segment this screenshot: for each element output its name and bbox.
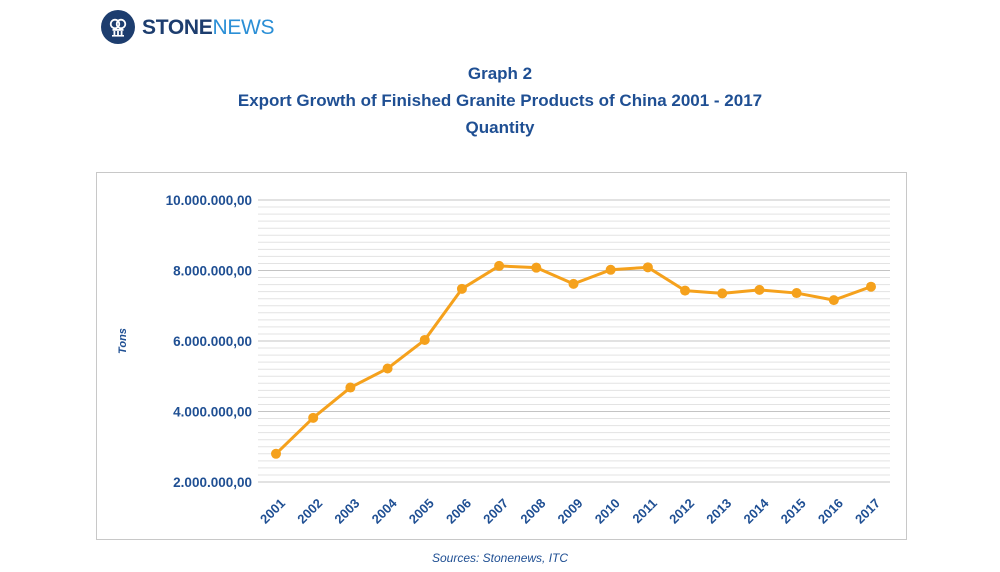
- x-tick-label: 2005: [406, 496, 437, 527]
- data-point: [271, 448, 281, 459]
- data-point: [308, 412, 319, 423]
- x-tick-label: 2004: [369, 495, 401, 527]
- x-tick-label: 2015: [778, 496, 809, 527]
- y-tick-label: 10.000.000,00: [166, 193, 252, 208]
- stonenews-logo-icon: [101, 10, 135, 44]
- x-tick-label: 2010: [592, 496, 623, 527]
- data-point: [866, 281, 876, 292]
- x-tick-label: 2006: [443, 496, 474, 527]
- data-point: [680, 285, 691, 296]
- x-tick-label: 2003: [331, 496, 362, 527]
- chart-subtitle: Quantity: [465, 118, 535, 137]
- chart-title: Export Growth of Finished Granite Produc…: [237, 91, 763, 110]
- x-tick-label: 2008: [517, 496, 548, 527]
- stonenews-wordmark: STONENEWS: [142, 15, 275, 39]
- data-point: [345, 382, 356, 393]
- x-tick-label: 2016: [815, 496, 846, 527]
- brand-regular: NEWS: [212, 15, 275, 39]
- y-tick-label: 4.000.000,00: [173, 405, 252, 420]
- data-point: [419, 334, 430, 345]
- x-tick-label: 2014: [741, 495, 773, 527]
- stonenews-logo: STONENEWS: [101, 9, 275, 45]
- x-tick-label: 2001: [257, 496, 288, 527]
- y-tick-label: 6.000.000,00: [173, 334, 252, 349]
- brand-bold: STONE: [142, 15, 213, 39]
- data-point: [456, 283, 467, 294]
- x-tick-label: 2002: [294, 496, 325, 527]
- x-tick-label: 2007: [480, 496, 511, 527]
- data-point: [568, 278, 579, 289]
- chart-frame: 2.000.000,00 4.000.000,00 6.000.000,00 8.00…: [96, 172, 907, 540]
- data-point: [717, 288, 728, 299]
- data-point: [494, 260, 505, 271]
- data-point: [754, 284, 765, 295]
- data-point: [642, 262, 653, 273]
- data-point: [605, 264, 616, 275]
- data-point: [382, 363, 393, 374]
- data-point: [791, 288, 802, 299]
- data-point: [828, 295, 839, 306]
- x-tick-label: 2013: [703, 496, 734, 527]
- source-note: Sources: Stonenews, ITC: [431, 551, 569, 565]
- x-tick-label: 2011: [629, 496, 660, 527]
- y-axis-label: Tons: [117, 328, 129, 354]
- chart-titles: Graph 2 Export Growth of Finished Granit…: [0, 60, 1000, 141]
- y-tick-label: 2.000.000,00: [173, 475, 252, 490]
- x-tick-label: 2012: [666, 496, 697, 527]
- y-tick-label: 8.000.000,00: [173, 264, 252, 279]
- data-point: [531, 262, 542, 273]
- x-tick-label: 2017: [852, 496, 883, 527]
- line-chart: 2.000.000,00 4.000.000,00 6.000.000,00 8.00…: [117, 193, 890, 527]
- graph-number: Graph 2: [467, 64, 533, 83]
- x-tick-label: 2009: [555, 496, 586, 527]
